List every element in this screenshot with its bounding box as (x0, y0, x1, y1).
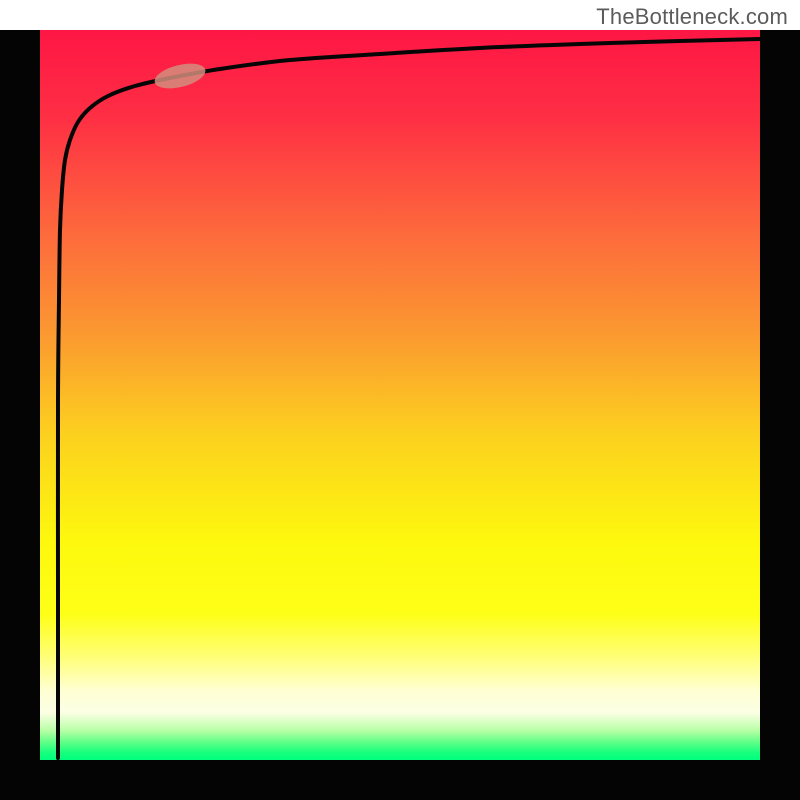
chart-container: TheBottleneck.com (0, 0, 800, 800)
frame-right (760, 30, 800, 800)
frame-left (0, 30, 40, 800)
bottleneck-curve-chart (0, 0, 800, 800)
chart-background-gradient (40, 30, 760, 760)
attribution-text: TheBottleneck.com (596, 4, 788, 30)
frame-bottom (0, 760, 800, 800)
